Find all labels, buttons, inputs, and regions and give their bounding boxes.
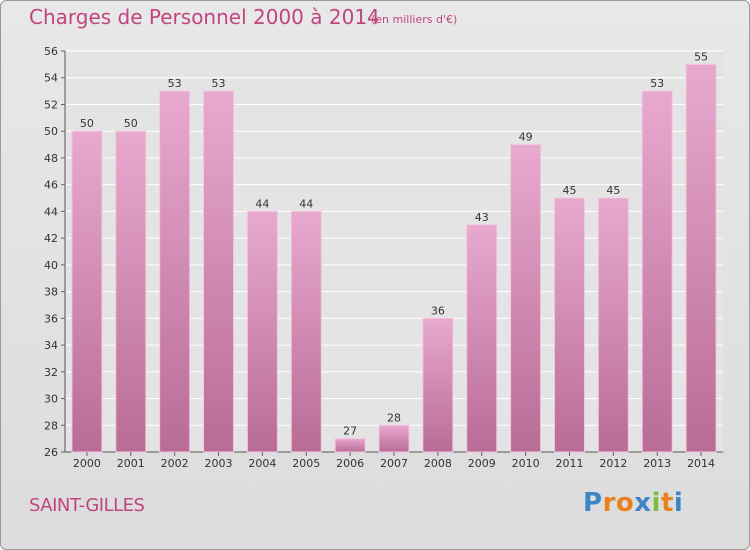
x-tick-label: 2002	[161, 457, 189, 470]
bar	[115, 130, 147, 453]
bar	[290, 210, 322, 453]
y-tick-label: 26	[44, 446, 58, 459]
data-label: 50	[124, 117, 138, 130]
town-name: SAINT-GILLES	[29, 495, 145, 516]
x-tick-label: 2000	[73, 457, 101, 470]
logo-letter: x	[634, 488, 652, 518]
data-label: 53	[650, 77, 664, 90]
logo-letter: P	[583, 488, 603, 518]
y-tick-label: 52	[44, 98, 58, 111]
data-label: 44	[255, 197, 269, 210]
y-tick-label: 38	[44, 286, 58, 299]
data-label: 28	[387, 411, 401, 424]
data-label: 36	[431, 304, 445, 317]
bar	[422, 317, 454, 453]
bar	[71, 130, 103, 453]
x-tick-label: 2005	[292, 457, 320, 470]
y-tick-label: 50	[44, 125, 58, 138]
y-tick-label: 42	[44, 232, 58, 245]
data-label: 50	[80, 117, 94, 130]
x-tick-label: 2014	[687, 457, 715, 470]
data-label: 45	[606, 184, 620, 197]
x-tick-label: 2009	[468, 457, 496, 470]
data-label: 55	[694, 50, 708, 63]
x-tick-label: 2010	[512, 457, 540, 470]
logo-letter: o	[615, 488, 635, 518]
data-label: 49	[519, 131, 533, 144]
y-tick-label: 36	[44, 312, 58, 325]
logo-letter: i	[673, 488, 684, 518]
y-tick-label: 40	[44, 259, 58, 272]
x-tick-label: 2001	[117, 457, 145, 470]
bar	[641, 90, 673, 453]
chart-title: Charges de Personnel 2000 à 2014	[29, 5, 380, 29]
logo-letter: t	[660, 488, 674, 518]
proxiti-logo: Proxiti	[583, 488, 683, 518]
data-label: 43	[475, 211, 489, 224]
y-tick-label: 46	[44, 179, 58, 192]
data-label: 53	[168, 77, 182, 90]
bar	[553, 197, 585, 453]
x-tick-label: 2012	[599, 457, 627, 470]
chart-subtitle: (en milliers d'€)	[371, 13, 458, 26]
y-tick-label: 34	[44, 339, 58, 352]
bar	[246, 210, 278, 453]
x-tick-label: 2013	[643, 457, 671, 470]
data-label: 27	[343, 425, 357, 438]
x-tick-label: 2006	[336, 457, 364, 470]
y-tick-label: 30	[44, 393, 58, 406]
bar	[378, 424, 410, 453]
x-tick-label: 2008	[424, 457, 452, 470]
bar	[510, 144, 542, 453]
bar	[466, 224, 498, 453]
y-tick-label: 44	[44, 205, 58, 218]
data-label: 44	[299, 197, 313, 210]
logo-letter: i	[651, 488, 661, 518]
y-tick-label: 54	[44, 72, 58, 85]
bar	[597, 197, 629, 453]
y-tick-label: 32	[44, 366, 58, 379]
y-tick-label: 56	[44, 45, 58, 58]
bar	[203, 90, 235, 453]
data-label: 53	[212, 77, 226, 90]
data-label: 45	[562, 184, 576, 197]
bar	[685, 63, 717, 453]
y-tick-label: 28	[44, 419, 58, 432]
bar	[334, 438, 366, 453]
bar	[159, 90, 191, 453]
x-tick-label: 2004	[248, 457, 276, 470]
x-tick-label: 2011	[555, 457, 583, 470]
x-tick-label: 2007	[380, 457, 408, 470]
logo-letter: r	[602, 488, 616, 518]
x-tick-label: 2003	[205, 457, 233, 470]
y-tick-label: 48	[44, 152, 58, 165]
